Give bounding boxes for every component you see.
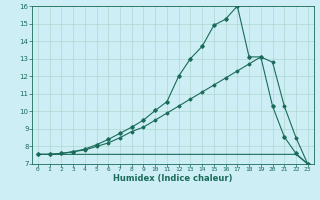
X-axis label: Humidex (Indice chaleur): Humidex (Indice chaleur) [113, 174, 233, 183]
